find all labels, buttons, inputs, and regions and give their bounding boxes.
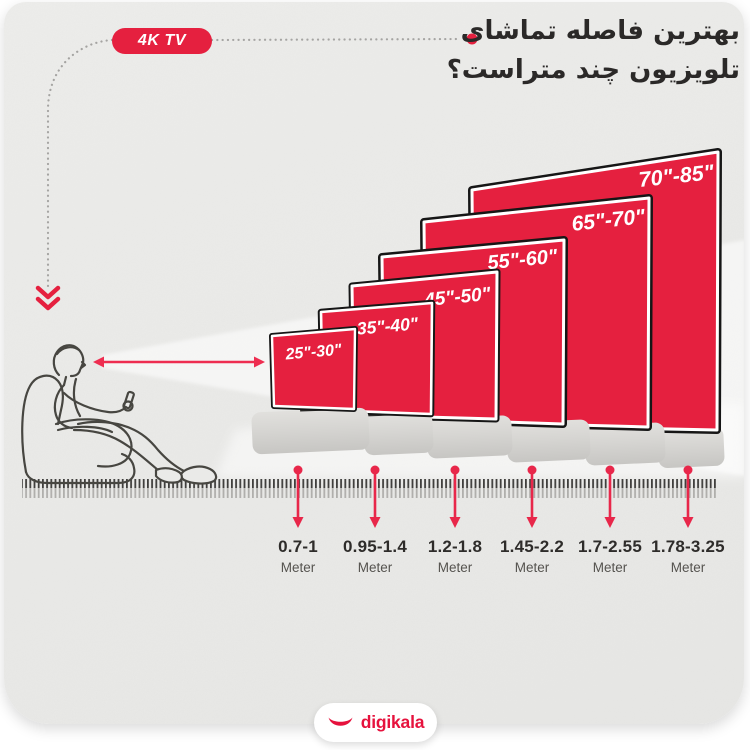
tv-25-30: 25"-30" bbox=[269, 326, 358, 412]
tv-stand bbox=[426, 415, 513, 459]
ground-hatch-light bbox=[22, 488, 718, 498]
distance-marker-arrow bbox=[449, 465, 461, 528]
distance-value: 1.7-2.55 bbox=[578, 537, 642, 556]
digikala-logo[interactable]: digikala bbox=[314, 703, 437, 742]
infographic-card: 70"-85" 65"-70" 55"-60" bbox=[4, 2, 744, 724]
digikala-logo-text: digikala bbox=[360, 712, 425, 732]
distance-marker-arrow bbox=[369, 465, 381, 528]
chevron-down-icon bbox=[35, 285, 61, 311]
distance-markers bbox=[292, 465, 694, 528]
distance-label: 1.7-2.55 Meter bbox=[550, 537, 670, 575]
tv-stand bbox=[251, 407, 370, 455]
distance-unit: Meter bbox=[280, 560, 316, 575]
distance-marker-arrow bbox=[682, 465, 694, 528]
page-title: بهترین فاصله تماشای تلویزیون چند متراست؟ bbox=[447, 12, 740, 90]
title-line-1: بهترین فاصله تماشای bbox=[460, 16, 740, 46]
distance-marker-arrow bbox=[604, 465, 616, 528]
distance-label: 1.45-2.2 Meter bbox=[472, 537, 592, 575]
distance-label: 1.2-1.8 Meter bbox=[395, 537, 515, 575]
tv-stand bbox=[363, 412, 434, 456]
ground-hatch-dark bbox=[22, 479, 718, 488]
digikala-smile-icon bbox=[328, 717, 353, 726]
distance-label: 0.7-1 Meter bbox=[238, 537, 358, 575]
distance-label: 0.95-1.4 Meter bbox=[315, 537, 435, 575]
distance-value: 1.45-2.2 bbox=[500, 537, 564, 556]
viewing-distance-arrow bbox=[93, 356, 265, 368]
distance-unit: Meter bbox=[357, 560, 393, 575]
tv-stand bbox=[506, 419, 591, 463]
dotted-guide-line bbox=[46, 37, 463, 288]
distance-unit: Meter bbox=[670, 560, 706, 575]
4k-tv-badge: 4K TV bbox=[112, 28, 212, 54]
distance-label: 1.78-3.25 Meter bbox=[628, 537, 748, 575]
title-line-2: تلویزیون چند متراست؟ bbox=[446, 55, 740, 85]
distance-unit: Meter bbox=[592, 560, 628, 575]
scene-graphic: 70"-85" 65"-70" 55"-60" bbox=[4, 2, 744, 724]
distance-value: 0.95-1.4 bbox=[343, 537, 407, 556]
distance-marker-arrow bbox=[292, 465, 304, 528]
distance-marker-arrow bbox=[526, 465, 538, 528]
title-bullet-dot bbox=[466, 33, 478, 45]
distance-value: 1.78-3.25 bbox=[651, 537, 725, 556]
viewer-person-illustration bbox=[21, 344, 218, 485]
distance-unit: Meter bbox=[437, 560, 473, 575]
distance-value: 1.2-1.8 bbox=[427, 537, 483, 556]
distance-value: 0.7-1 bbox=[278, 537, 318, 556]
distance-unit: Meter bbox=[514, 560, 550, 575]
tv-stand bbox=[657, 426, 725, 469]
tv-row: 70"-85" 65"-70" 55"-60" bbox=[251, 148, 725, 469]
tv-size-label: 25"-30" bbox=[284, 342, 343, 364]
tv-stand bbox=[584, 422, 666, 466]
